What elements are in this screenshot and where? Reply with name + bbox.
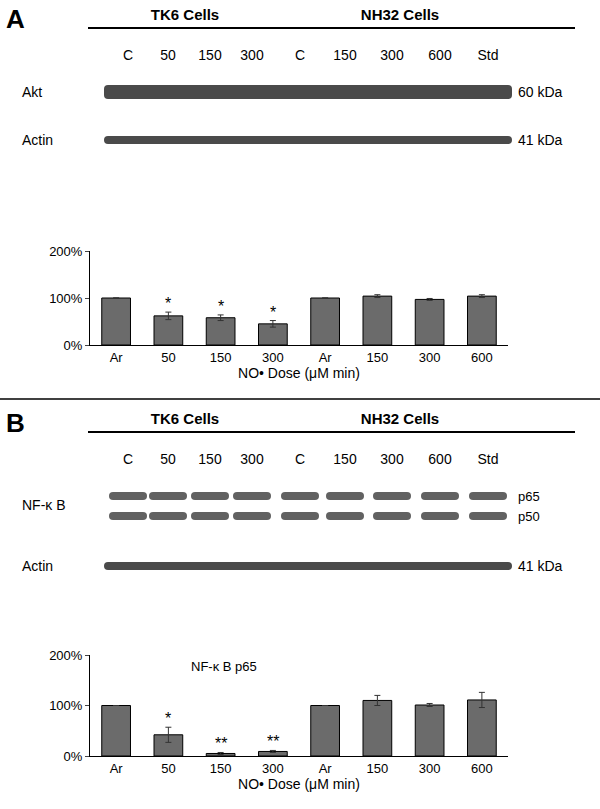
- svg-text:NH32 Cells: NH32 Cells: [361, 6, 439, 23]
- svg-text:p65: p65: [518, 489, 540, 504]
- svg-text:Ar: Ar: [319, 761, 333, 776]
- svg-text:300: 300: [262, 350, 284, 365]
- svg-text:300: 300: [419, 761, 441, 776]
- svg-text:50: 50: [160, 451, 176, 467]
- svg-text:50: 50: [161, 761, 175, 776]
- svg-text:50: 50: [160, 47, 176, 63]
- svg-text:200%: 200%: [49, 244, 83, 259]
- svg-text:TK6 Cells: TK6 Cells: [151, 6, 219, 23]
- svg-text:*: *: [165, 710, 171, 727]
- svg-text:60 kDa: 60 kDa: [518, 84, 563, 100]
- svg-text:100%: 100%: [49, 291, 83, 306]
- svg-text:100%: 100%: [49, 698, 83, 713]
- svg-text:C: C: [123, 47, 133, 63]
- svg-text:NO• Dose (μM min): NO• Dose (μM min): [238, 776, 360, 792]
- svg-text:150: 150: [367, 350, 389, 365]
- svg-text:150: 150: [333, 451, 357, 467]
- svg-text:150: 150: [210, 350, 232, 365]
- svg-text:Std: Std: [477, 47, 498, 63]
- svg-text:p50: p50: [518, 509, 540, 524]
- svg-text:*: *: [270, 304, 276, 321]
- svg-text:150: 150: [198, 47, 222, 63]
- svg-text:300: 300: [380, 451, 404, 467]
- svg-text:TK6 Cells: TK6 Cells: [151, 410, 219, 427]
- svg-text:600: 600: [428, 47, 452, 63]
- svg-text:Std: Std: [477, 451, 498, 467]
- svg-text:Ar: Ar: [110, 350, 124, 365]
- svg-text:NF-κ B: NF-κ B: [22, 497, 66, 513]
- svg-text:Akt: Akt: [22, 84, 42, 100]
- svg-text:600: 600: [428, 451, 452, 467]
- svg-text:300: 300: [262, 761, 284, 776]
- svg-text:C: C: [295, 451, 305, 467]
- svg-text:C: C: [123, 451, 133, 467]
- svg-text:B: B: [6, 408, 25, 438]
- svg-text:0%: 0%: [64, 338, 83, 353]
- svg-text:200%: 200%: [49, 648, 83, 663]
- svg-text:41 kDa: 41 kDa: [518, 132, 563, 148]
- svg-text:Ar: Ar: [319, 350, 333, 365]
- svg-text:A: A: [6, 4, 25, 34]
- svg-text:**: **: [215, 735, 227, 752]
- svg-text:600: 600: [471, 761, 493, 776]
- svg-text:**: **: [267, 733, 279, 750]
- svg-text:150: 150: [210, 761, 232, 776]
- svg-text:Actin: Actin: [22, 558, 53, 574]
- svg-text:150: 150: [333, 47, 357, 63]
- svg-text:600: 600: [471, 350, 493, 365]
- svg-text:*: *: [165, 295, 171, 312]
- svg-text:0%: 0%: [64, 749, 83, 764]
- svg-text:*: *: [218, 298, 224, 315]
- svg-text:300: 300: [240, 451, 264, 467]
- svg-text:Ar: Ar: [110, 761, 124, 776]
- svg-text:150: 150: [198, 451, 222, 467]
- svg-text:C: C: [295, 47, 305, 63]
- svg-text:NH32 Cells: NH32 Cells: [361, 410, 439, 427]
- svg-text:50: 50: [161, 350, 175, 365]
- svg-text:300: 300: [240, 47, 264, 63]
- svg-text:41 kDa: 41 kDa: [518, 558, 563, 574]
- svg-text:150: 150: [367, 761, 389, 776]
- svg-text:Actin: Actin: [22, 132, 53, 148]
- svg-text:300: 300: [380, 47, 404, 63]
- svg-text:NF-κ B p65: NF-κ B p65: [191, 659, 257, 674]
- svg-text:300: 300: [419, 350, 441, 365]
- svg-text:NO• Dose (μM min): NO• Dose (μM min): [238, 365, 360, 381]
